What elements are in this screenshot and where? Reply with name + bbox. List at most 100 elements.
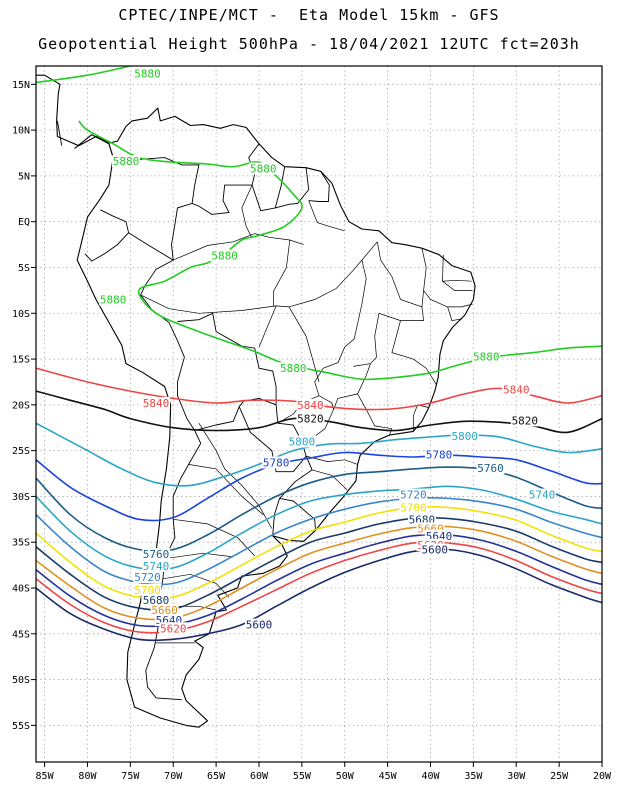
contour-label-5760: 5760 xyxy=(477,462,504,475)
lat-tick-label: 25S xyxy=(12,446,30,457)
lon-tick-label: 55W xyxy=(293,771,312,782)
contour-label-bg xyxy=(510,414,539,427)
contour-label-bg xyxy=(425,529,454,542)
lon-tick-label: 80W xyxy=(78,771,97,782)
coastline xyxy=(36,74,476,728)
contour-label-bg xyxy=(399,501,428,514)
country-border xyxy=(275,167,310,209)
state-border xyxy=(308,200,345,232)
country-border xyxy=(177,312,277,405)
contour-label-5800: 5800 xyxy=(452,430,479,443)
lon-tick-label: 50W xyxy=(336,771,355,782)
contour-label-5780: 5780 xyxy=(263,457,290,470)
contour-5780 xyxy=(36,451,602,522)
contour-label-bg xyxy=(420,543,449,556)
state-border xyxy=(164,552,234,560)
contour-label-bg xyxy=(99,293,128,306)
contour-label-bg xyxy=(425,448,454,461)
contour-label-5840: 5840 xyxy=(503,383,530,396)
contour-5620 xyxy=(36,541,602,634)
contour-label-bg xyxy=(133,67,162,80)
lat-tick-label: 10N xyxy=(12,126,30,137)
state-border xyxy=(353,241,424,367)
state-border xyxy=(273,239,291,306)
state-border xyxy=(388,428,393,436)
contour-label-bg xyxy=(244,618,273,631)
contour-label-5880: 5880 xyxy=(250,163,277,176)
contour-5880 xyxy=(36,66,131,84)
contour-label-bg xyxy=(262,456,291,469)
contour-label-5600: 5600 xyxy=(246,619,273,632)
state-border xyxy=(442,280,473,291)
contour-5600 xyxy=(36,548,602,642)
contour-label-5680: 5680 xyxy=(143,594,170,607)
contour-label-bg xyxy=(407,513,436,526)
contour-label-5880: 5880 xyxy=(280,362,307,375)
lat-tick-label: 35S xyxy=(12,538,30,549)
contour-label-bg xyxy=(527,488,556,501)
contour-labels: 5880 5880 5880 5880 5880 5880 5880 5840 5840 5840… xyxy=(99,67,556,635)
lat-tick-label: 20S xyxy=(12,400,30,411)
lat-tick-label: 5N xyxy=(18,171,30,182)
contour-5760 xyxy=(36,466,602,552)
contour-label-5700: 5700 xyxy=(400,501,427,514)
contour-label-bg xyxy=(296,398,325,411)
lat-tick-label: 10S xyxy=(12,309,30,320)
contour-label-bg xyxy=(296,412,325,425)
contour-label-bg xyxy=(142,560,171,573)
state-border xyxy=(357,393,392,430)
lat-tick-label: 45S xyxy=(12,629,30,640)
contour-label-5800: 5800 xyxy=(289,435,316,448)
contour-label-bg xyxy=(133,583,162,596)
state-border xyxy=(288,306,320,382)
lat-tick-label: 30S xyxy=(12,492,30,503)
state-border xyxy=(188,464,264,515)
state-border xyxy=(306,455,358,465)
map-frame xyxy=(35,65,603,763)
state-border xyxy=(173,518,255,557)
contour-5820 xyxy=(36,390,602,434)
state-border xyxy=(162,573,230,598)
lon-tick-label: 20W xyxy=(593,771,612,782)
lon-tick-label: 75W xyxy=(121,771,140,782)
contour-label-5660: 5660 xyxy=(151,604,178,617)
lon-tick-label: 65W xyxy=(207,771,226,782)
contour-label-5740: 5740 xyxy=(529,489,556,502)
contour-5800 xyxy=(36,422,602,487)
state-border xyxy=(312,469,348,491)
contour-label-5720: 5720 xyxy=(400,489,427,502)
contour-label-bg xyxy=(142,548,171,561)
contour-label-bg xyxy=(142,397,171,410)
lat-tick-label: 5S xyxy=(18,263,30,274)
contour-label-5780: 5780 xyxy=(426,448,453,461)
lon-tick-label: 35W xyxy=(464,771,483,782)
contour-label-5880: 5880 xyxy=(211,250,238,263)
state-border xyxy=(442,254,472,282)
country-border xyxy=(128,232,185,383)
lon-tick-label: 60W xyxy=(250,771,269,782)
contour-label-5880: 5880 xyxy=(134,67,161,80)
state-border xyxy=(421,248,427,307)
contour-label-5700: 5700 xyxy=(134,584,161,597)
country-border xyxy=(56,120,63,146)
contour-label-bg xyxy=(210,249,239,262)
state-border xyxy=(258,305,277,348)
contour-label-bg xyxy=(472,350,501,363)
contour-label-bg xyxy=(249,162,278,175)
contour-label-bg xyxy=(399,488,428,501)
contour-5640 xyxy=(36,533,602,628)
state-border xyxy=(198,423,273,529)
contour-label-bg xyxy=(476,462,505,475)
contour-label-bg xyxy=(142,593,171,606)
contour-label-5600: 5600 xyxy=(422,544,449,557)
contour-label-bg xyxy=(133,571,162,584)
contour-label-5840: 5840 xyxy=(297,399,324,412)
lon-tick-label: 40W xyxy=(421,771,440,782)
lat-tick-label: 40S xyxy=(12,584,30,595)
lat-tick-label: EQ xyxy=(18,217,30,228)
height-contours xyxy=(36,66,602,642)
contour-label-bg xyxy=(112,155,141,168)
contour-label-bg xyxy=(279,362,308,375)
contour-label-5820: 5820 xyxy=(297,413,324,426)
